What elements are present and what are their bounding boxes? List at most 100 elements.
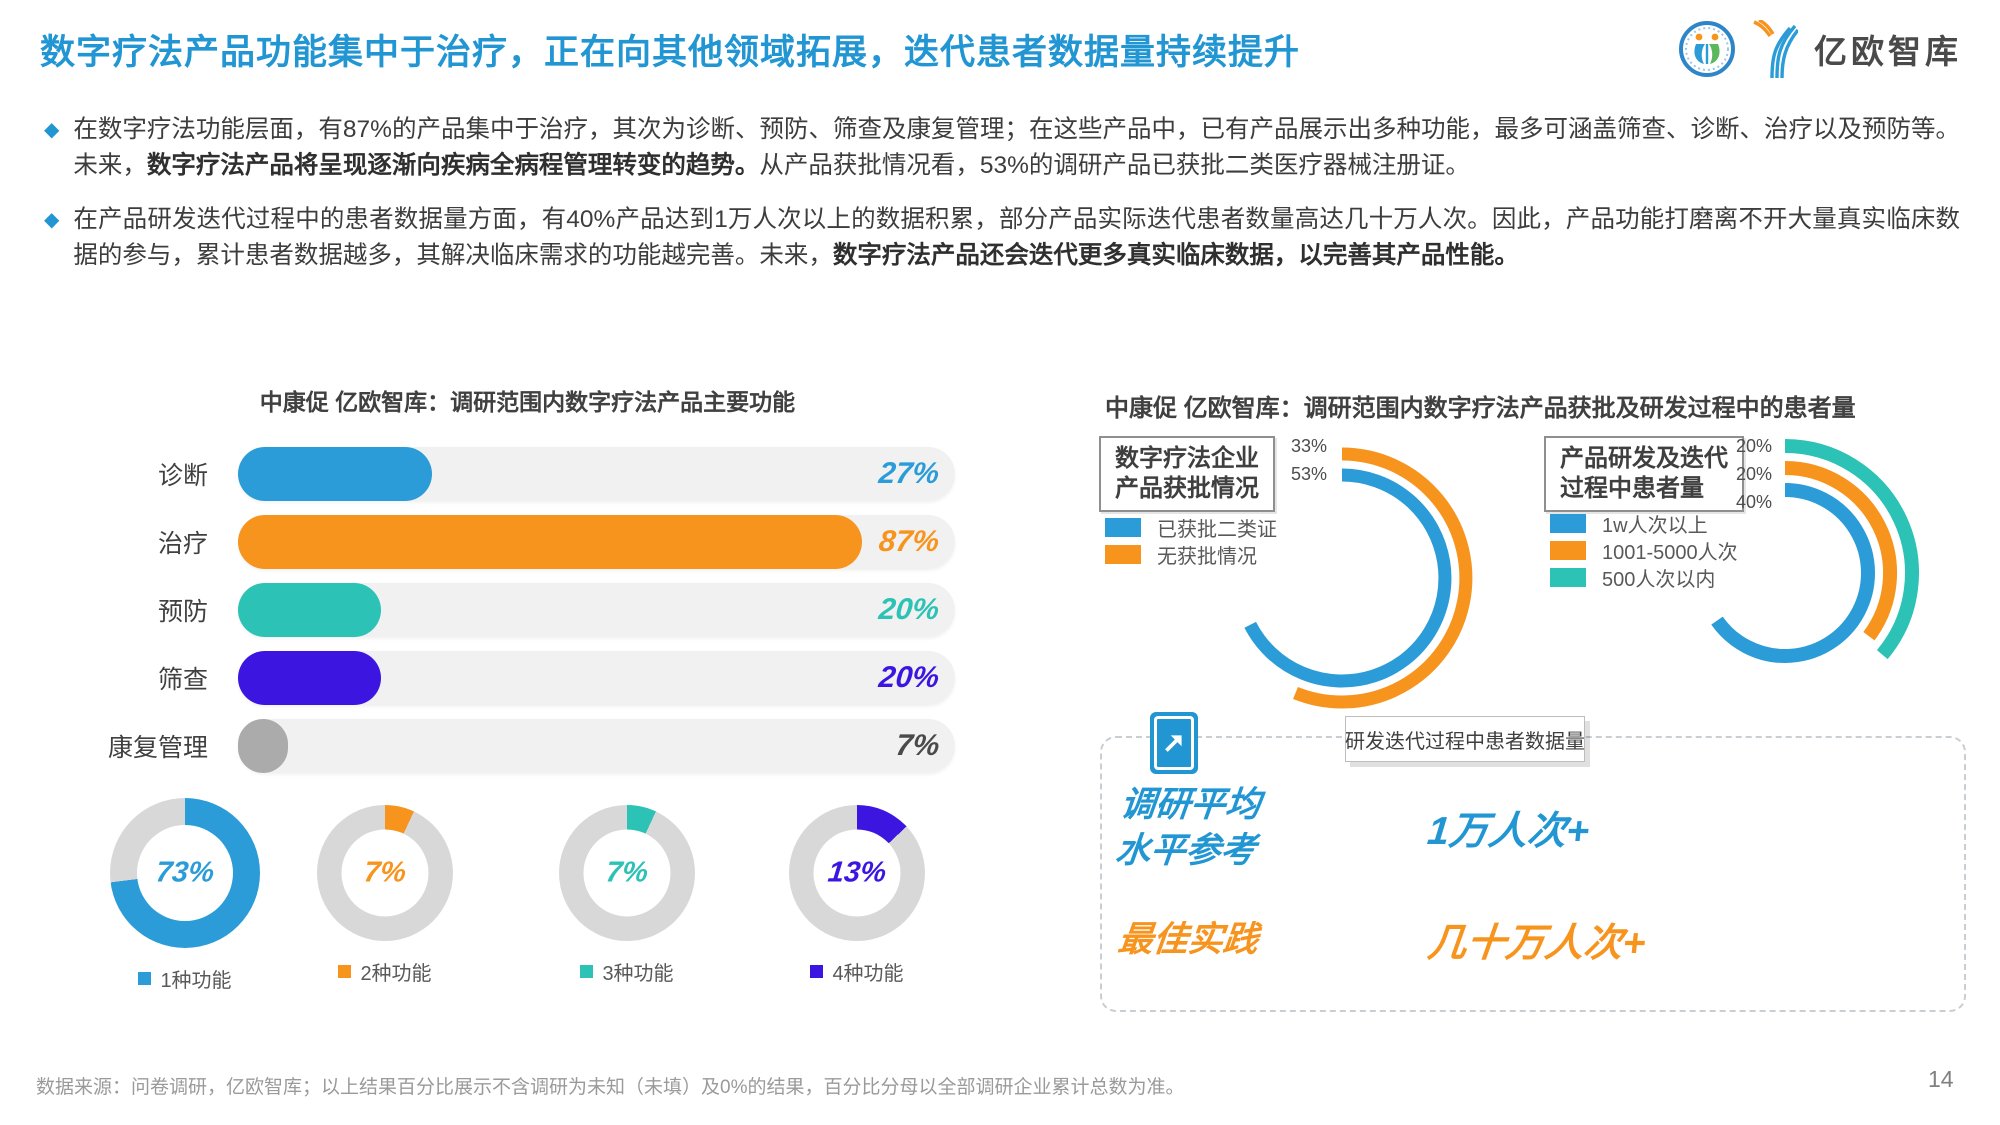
legend-label: 4种功能 bbox=[832, 963, 904, 985]
approval-info-box: 数字疗法企业 产品获批情况 bbox=[1099, 436, 1275, 512]
legend-swatch-icon bbox=[1550, 541, 1586, 560]
bar-fill bbox=[238, 719, 289, 773]
legend-swatch-icon bbox=[1550, 568, 1586, 587]
donut-ring: 7% bbox=[559, 805, 695, 941]
legend-swatch-icon bbox=[338, 965, 352, 978]
donut-value: 7% bbox=[604, 856, 650, 889]
bullet-list: ◆ 在数字疗法功能层面，有87%的产品集中于治疗，其次为诊断、预防、筛查及康复管… bbox=[44, 112, 1960, 292]
bar-row: 筛查 20% bbox=[100, 651, 955, 705]
legend-row: 无获批情况 bbox=[1105, 541, 1277, 568]
gauge-legend: 1w人次以上 1001-5000人次 500人次以内 bbox=[1550, 510, 1738, 591]
legend-row: 1001-5000人次 bbox=[1550, 537, 1738, 564]
gauge-pct-label: 20% bbox=[1736, 464, 1773, 484]
reference-label: 最佳实践 bbox=[1115, 920, 1261, 960]
bar-chart-title: 中康促 亿欧智库：调研范围内数字疗法产品主要功能 bbox=[259, 389, 796, 415]
bar-value: 7% bbox=[893, 729, 941, 762]
function-count-donuts: 73% 1种功能 7% 2种功能 7% 3种功能 13% 4种功能 bbox=[100, 798, 960, 1028]
donut-group: 73% 1种功能 bbox=[100, 798, 270, 993]
legend-swatch-icon bbox=[810, 965, 824, 978]
page-title: 数字疗法产品功能集中于治疗，正在向其他领域拓展，迭代患者数据量持续提升 bbox=[40, 33, 1301, 72]
gauge-arc bbox=[1784, 439, 1919, 660]
bar-track: 27% bbox=[238, 447, 955, 501]
bar-label: 筛查 bbox=[157, 666, 208, 694]
donut-legend: 3种功能 bbox=[580, 957, 674, 986]
patient-chart-title: 中康促 亿欧智库：调研范围内数字疗法产品获批及研发过程中的患者量 bbox=[1105, 395, 1856, 422]
reference-row-best: 最佳实践 几十万人次+ bbox=[1115, 912, 1938, 968]
gauge-pct-label: 33% bbox=[1291, 436, 1328, 456]
bar-rows: 诊断 27% 治疗 87% 预防 20% 筛查 20% 康复管理 7% bbox=[100, 447, 955, 773]
gauge-pct-label: 20% bbox=[1736, 436, 1773, 456]
legend-swatch-icon bbox=[1105, 545, 1141, 564]
bullet-text: 在数字疗法功能层面，有87%的产品集中于治疗，其次为诊断、预防、筛查及康复管理；… bbox=[73, 116, 1960, 179]
donut-legend: 4种功能 bbox=[810, 957, 904, 986]
gauge-arcs bbox=[1711, 439, 1919, 663]
reference-value: 1万人次+ bbox=[1425, 809, 1592, 853]
gauge-legend: 已获批二类证 无获批情况 bbox=[1105, 514, 1277, 568]
gauge-arc bbox=[1293, 447, 1473, 709]
bar-track: 7% bbox=[238, 719, 955, 773]
bar-fill bbox=[238, 515, 862, 569]
gauge-arc bbox=[1244, 468, 1452, 688]
info-box-line: 产品研发及迭代 bbox=[1560, 445, 1728, 472]
legend-row: 1w人次以上 bbox=[1550, 510, 1738, 537]
legend-label: 3种功能 bbox=[602, 963, 674, 985]
reference-label: 调研平均 水平参考 bbox=[1113, 785, 1263, 870]
donut-group: 13% 4种功能 bbox=[772, 805, 942, 986]
association-badge-icon bbox=[1679, 21, 1735, 77]
info-box-line: 数字疗法企业 bbox=[1115, 445, 1259, 472]
donut-value: 13% bbox=[826, 856, 888, 889]
bar-track: 20% bbox=[238, 583, 955, 637]
donut-legend: 1种功能 bbox=[138, 964, 232, 993]
reference-value: 几十万人次+ bbox=[1425, 922, 1648, 965]
legend-row: 500人次以内 bbox=[1550, 564, 1738, 591]
bar-value: 27% bbox=[877, 457, 941, 490]
bar-label: 康复管理 bbox=[107, 734, 208, 762]
gauge-pct-label: 53% bbox=[1291, 464, 1328, 484]
bar-label: 诊断 bbox=[157, 462, 208, 490]
bar-row: 预防 20% bbox=[100, 583, 955, 637]
donut-value: 7% bbox=[362, 856, 408, 889]
diamond-bullet-icon: ◆ bbox=[44, 119, 60, 141]
legend-label: 1种功能 bbox=[160, 970, 232, 992]
brand-text: 亿欧智库 bbox=[1814, 33, 1962, 70]
gauge-arc bbox=[1711, 483, 1875, 663]
patients-info-box: 产品研发及迭代 过程中患者量 bbox=[1544, 436, 1744, 512]
legend-label: 1w人次以上 bbox=[1602, 515, 1708, 537]
bar-row: 诊断 27% bbox=[100, 447, 955, 501]
bullet-item: ◆ 在数字疗法功能层面，有87%的产品集中于治疗，其次为诊断、预防、筛查及康复管… bbox=[44, 112, 1960, 184]
gauge-arcs bbox=[1244, 447, 1473, 709]
donut-ring: 73% bbox=[110, 798, 260, 948]
bar-label: 治疗 bbox=[157, 530, 208, 558]
reference-tab: 研发迭代过程中患者数据量 bbox=[1345, 716, 1585, 762]
bar-track: 87% bbox=[238, 515, 955, 569]
info-box-line: 产品获批情况 bbox=[1115, 475, 1259, 502]
legend-row: 已获批二类证 bbox=[1105, 514, 1277, 541]
donut-value: 73% bbox=[154, 856, 216, 889]
donut-ring: 7% bbox=[317, 805, 453, 941]
bar-track: 20% bbox=[238, 651, 955, 705]
legend-swatch-icon bbox=[1105, 518, 1141, 537]
donut-group: 7% 2种功能 bbox=[300, 805, 470, 986]
legend-swatch-icon bbox=[580, 965, 594, 978]
donut-legend: 2种功能 bbox=[338, 957, 432, 986]
arrow-up-right-icon bbox=[1150, 712, 1198, 774]
gauge-pct-label: 40% bbox=[1736, 492, 1773, 512]
brand-area: 亿欧智库 bbox=[1678, 20, 1962, 78]
legend-label: 2种功能 bbox=[360, 963, 432, 985]
bullet-text: 在产品研发迭代过程中的患者数据量方面，有40%产品达到1万人次以上的数据积累，部… bbox=[73, 206, 1960, 269]
diamond-bullet-icon: ◆ bbox=[44, 209, 60, 231]
bar-row: 治疗 87% bbox=[100, 515, 955, 569]
legend-swatch-icon bbox=[138, 972, 152, 985]
info-box-line: 过程中患者量 bbox=[1560, 475, 1704, 502]
functions-bar-chart: 中康促 亿欧智库：调研范围内数字疗法产品主要功能 诊断 27% 治疗 87% 预防 20%… bbox=[100, 383, 955, 787]
donut-group: 7% 3种功能 bbox=[542, 805, 712, 986]
donut-ring: 13% bbox=[789, 805, 925, 941]
legend-label: 500人次以内 bbox=[1602, 569, 1716, 591]
bar-fill bbox=[238, 583, 382, 637]
legend-label: 1001-5000人次 bbox=[1602, 542, 1738, 564]
bullet-item: ◆ 在产品研发迭代过程中的患者数据量方面，有40%产品达到1万人次以上的数据积累… bbox=[44, 202, 1960, 274]
bar-value: 87% bbox=[877, 525, 941, 558]
reference-row-average: 调研平均 水平参考 1万人次+ bbox=[1114, 782, 1938, 873]
legend-label: 已获批二类证 bbox=[1157, 519, 1277, 541]
